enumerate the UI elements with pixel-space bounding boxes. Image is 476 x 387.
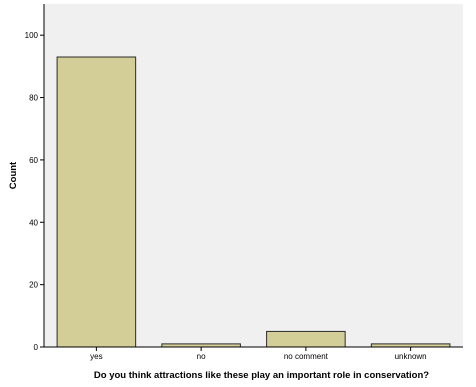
- y-tick-label: 80: [29, 94, 38, 103]
- y-axis-ticks: 0 20 40 60 80 100: [25, 31, 44, 352]
- x-tick-label: no: [197, 352, 206, 361]
- bars: [56, 56, 451, 348]
- x-axis-title: Do you think attractions like these play…: [94, 370, 429, 381]
- x-axis-ticks: yes no no comment unknown: [90, 347, 427, 361]
- x-tick-label: yes: [90, 352, 102, 361]
- y-tick-label: 0: [34, 343, 39, 352]
- x-tick-label: unknown: [395, 352, 427, 361]
- bar-no-comment: [266, 330, 346, 348]
- y-tick-label: 100: [25, 31, 39, 40]
- x-tick-label: no comment: [284, 352, 329, 361]
- y-tick-label: 40: [29, 218, 38, 227]
- y-tick-label: 20: [29, 281, 38, 290]
- bar-yes: [56, 56, 137, 348]
- y-tick-label: 60: [29, 156, 38, 165]
- y-axis-title: Count: [8, 161, 19, 189]
